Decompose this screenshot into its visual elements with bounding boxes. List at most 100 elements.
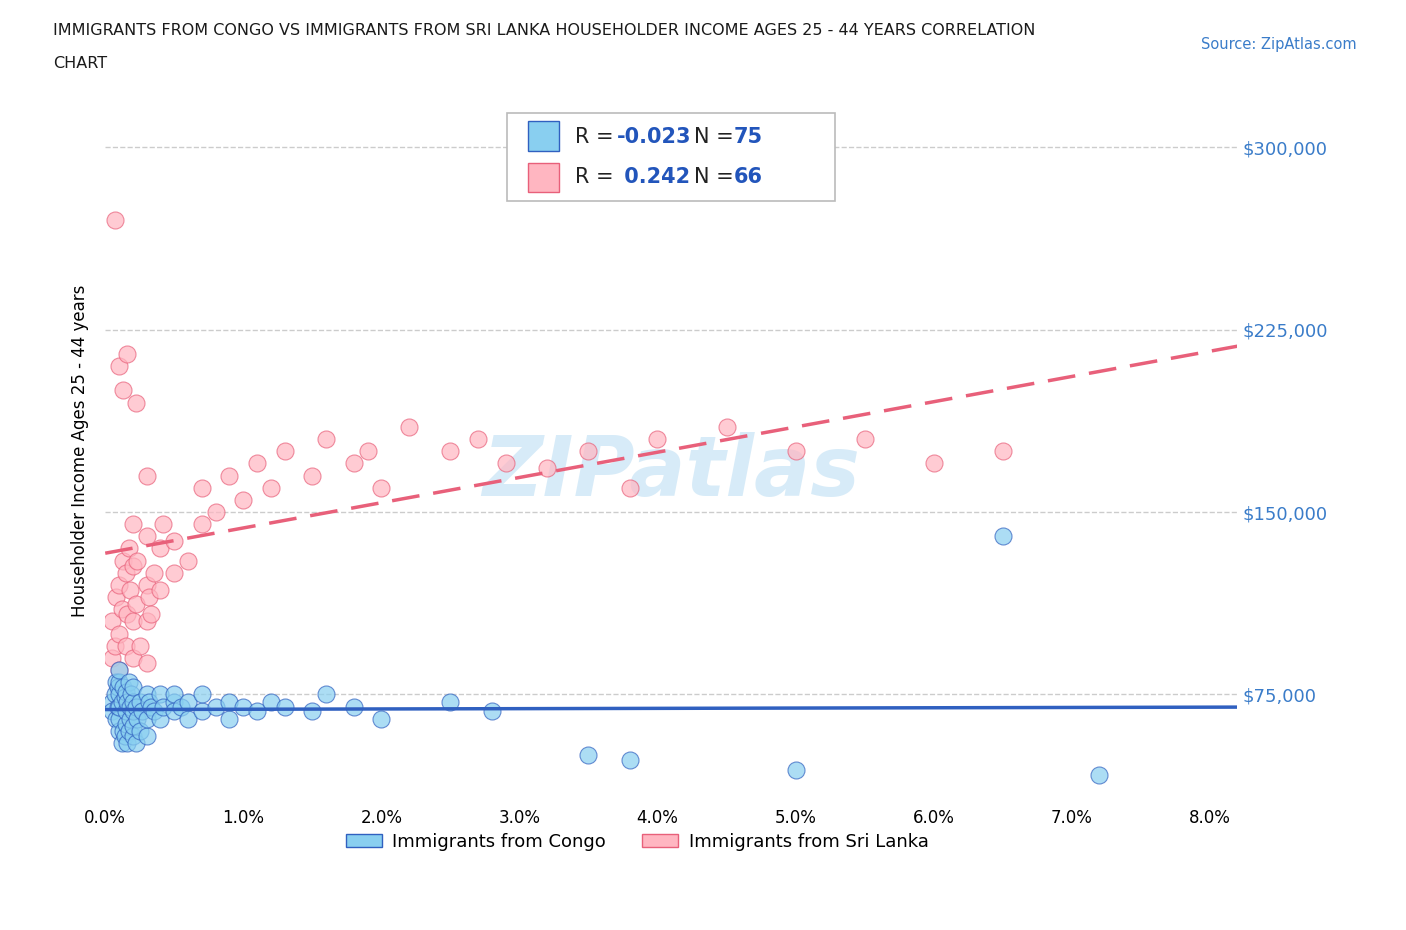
Legend: Immigrants from Congo, Immigrants from Sri Lanka: Immigrants from Congo, Immigrants from S…	[339, 826, 936, 858]
Point	[619, 480, 641, 495]
Point	[467, 432, 489, 446]
Text: N =: N =	[695, 167, 741, 187]
Point	[619, 752, 641, 767]
Point	[112, 724, 135, 738]
Point	[246, 704, 269, 719]
Text: R =: R =	[575, 167, 620, 187]
Point	[108, 699, 131, 714]
Point	[149, 711, 172, 726]
Text: N =: N =	[695, 126, 741, 147]
Point	[273, 699, 295, 714]
Point	[111, 602, 134, 617]
Point	[177, 711, 200, 726]
Point	[125, 553, 148, 568]
Point	[118, 541, 141, 556]
Point	[163, 704, 186, 719]
Point	[121, 694, 143, 709]
Point	[114, 689, 136, 704]
Point	[107, 699, 129, 714]
Point	[139, 699, 162, 714]
Point	[163, 687, 186, 702]
Point	[163, 534, 186, 549]
Point	[118, 724, 141, 738]
Text: 0.242: 0.242	[617, 167, 690, 187]
Point	[101, 704, 124, 719]
Point	[177, 694, 200, 709]
Point	[536, 461, 558, 476]
Text: Source: ZipAtlas.com: Source: ZipAtlas.com	[1201, 37, 1357, 52]
Point	[138, 590, 160, 604]
Point	[785, 763, 807, 777]
Point	[108, 711, 131, 726]
Point	[149, 582, 172, 597]
Point	[191, 517, 214, 532]
Text: ZIPatlas: ZIPatlas	[482, 432, 860, 512]
Point	[105, 675, 128, 690]
Point	[370, 480, 392, 495]
Point	[260, 480, 283, 495]
Point	[108, 359, 131, 374]
Point	[135, 578, 157, 592]
Point	[115, 684, 138, 699]
Point	[142, 565, 165, 580]
Point	[135, 614, 157, 629]
Point	[142, 704, 165, 719]
Point	[135, 468, 157, 483]
Point	[273, 444, 295, 458]
Point	[135, 728, 157, 743]
Point	[191, 704, 214, 719]
Point	[107, 680, 129, 695]
Point	[124, 597, 146, 612]
Point	[121, 704, 143, 719]
Point	[104, 638, 127, 653]
Point	[121, 650, 143, 665]
Point	[204, 505, 226, 520]
Point	[115, 638, 138, 653]
Point	[495, 456, 517, 471]
Text: 66: 66	[734, 167, 762, 187]
Point	[853, 432, 876, 446]
Point	[439, 444, 461, 458]
Point	[991, 444, 1014, 458]
Point	[152, 699, 174, 714]
Point	[260, 694, 283, 709]
Point	[112, 383, 135, 398]
Point	[101, 650, 124, 665]
Point	[117, 347, 139, 362]
Point	[785, 444, 807, 458]
Point	[218, 468, 240, 483]
Point	[117, 694, 139, 709]
Point	[115, 565, 138, 580]
Point	[108, 724, 131, 738]
Point	[101, 694, 124, 709]
Point	[121, 558, 143, 573]
Point	[398, 419, 420, 434]
Point	[149, 687, 172, 702]
Point	[121, 728, 143, 743]
Text: -0.023: -0.023	[617, 126, 692, 147]
Point	[120, 582, 142, 597]
Point	[315, 687, 337, 702]
Text: IMMIGRANTS FROM CONGO VS IMMIGRANTS FROM SRI LANKA HOUSEHOLDER INCOME AGES 25 - : IMMIGRANTS FROM CONGO VS IMMIGRANTS FROM…	[53, 23, 1036, 38]
Point	[232, 492, 254, 507]
Point	[191, 687, 214, 702]
Y-axis label: Householder Income Ages 25 - 44 years: Householder Income Ages 25 - 44 years	[72, 286, 89, 618]
FancyBboxPatch shape	[508, 113, 835, 201]
Point	[128, 724, 150, 738]
Point	[118, 675, 141, 690]
Point	[121, 680, 143, 695]
Point	[1088, 767, 1111, 782]
Point	[114, 728, 136, 743]
Point	[218, 711, 240, 726]
Point	[111, 736, 134, 751]
Point	[120, 699, 142, 714]
Point	[108, 675, 131, 690]
Point	[356, 444, 378, 458]
Point	[108, 626, 131, 641]
Point	[131, 704, 153, 719]
Point	[112, 680, 135, 695]
Point	[177, 553, 200, 568]
Point	[111, 694, 134, 709]
Point	[135, 711, 157, 726]
Point	[149, 541, 172, 556]
